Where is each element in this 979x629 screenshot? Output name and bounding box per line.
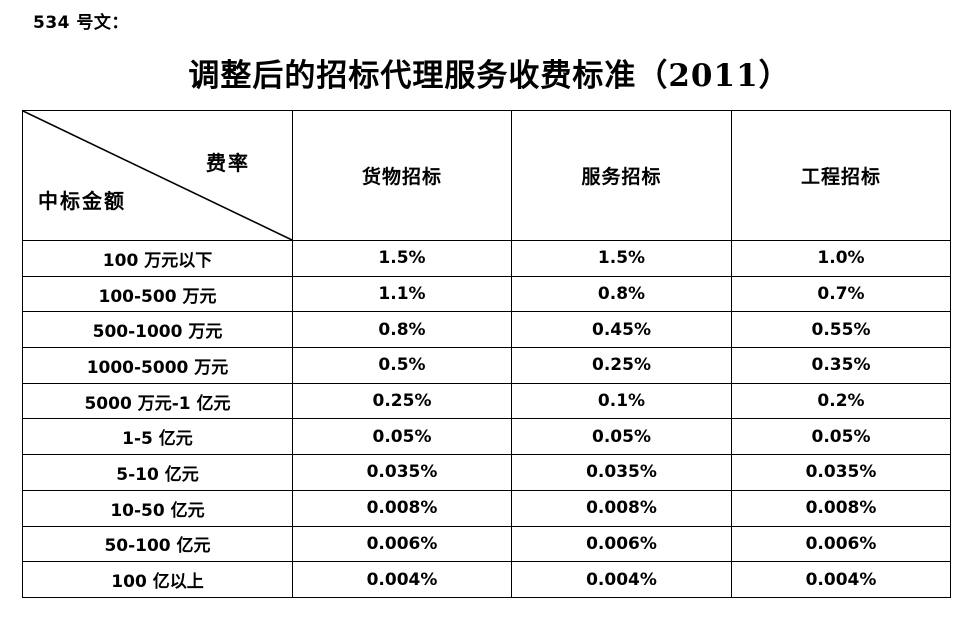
engineering-rate-cell: 0.2% [731,382,951,420]
diagonal-line [23,111,292,240]
table-row: 5-10 亿元 0.035% 0.035% 0.035% [22,454,951,491]
goods-rate-cell: 0.035% [292,454,512,491]
goods-rate-cell: 0.25% [292,382,512,420]
services-rate-cell: 0.1% [511,382,732,420]
amount-cell: 100 万元以下 [22,240,293,277]
amount-cell: 5-10 亿元 [22,454,293,491]
header-row: 费率 中标金额 货物招标 服务招标 工程招标 [22,110,951,241]
diagonal-corner-cell: 费率 中标金额 [22,110,293,241]
table-row: 1-5 亿元 0.05% 0.05% 0.05% [22,418,951,456]
table-row: 100 亿以上 0.004% 0.004% 0.004% [22,561,951,598]
goods-rate-cell: 0.5% [292,347,512,384]
column-header-engineering: 工程招标 [731,110,951,241]
table-row: 100 万元以下 1.5% 1.5% 1.0% [22,240,951,277]
page-title: 调整后的招标代理服务收费标准（2011） [188,58,791,94]
services-rate-cell: 0.008% [511,489,732,527]
goods-rate-cell: 0.05% [292,418,512,456]
fee-table-body: 100 万元以下 1.5% 1.5% 1.0% 100-500 万元 1.1% 0.8% 0.… [22,240,951,598]
document-number-label: 534 号文： [33,13,129,33]
engineering-rate-cell: 0.006% [731,525,951,563]
table-row: 5000 万元-1 亿元 0.25% 0.1% 0.2% [22,382,951,420]
fee-rate-table: 费率 中标金额 货物招标 服务招标 工程招标 100 万元以下 1.5% 1.5% 1… [22,110,951,598]
goods-rate-cell: 0.008% [292,489,512,527]
table-row: 50-100 亿元 0.006% 0.006% 0.006% [22,525,951,563]
amount-cell: 1000-5000 万元 [22,347,293,384]
engineering-rate-cell: 0.035% [731,454,951,491]
services-rate-cell: 0.004% [511,561,732,598]
services-rate-cell: 0.05% [511,418,732,456]
goods-rate-cell: 1.1% [292,275,512,313]
services-rate-cell: 1.5% [511,240,732,277]
engineering-rate-cell: 0.7% [731,275,951,313]
goods-rate-cell: 0.006% [292,525,512,563]
engineering-rate-cell: 0.008% [731,489,951,527]
services-rate-cell: 0.45% [511,311,732,349]
amount-cell: 50-100 亿元 [22,525,293,563]
table-row: 10-50 亿元 0.008% 0.008% 0.008% [22,489,951,527]
services-rate-cell: 0.25% [511,347,732,384]
corner-label-amount: 中标金额 [38,189,126,213]
services-rate-cell: 0.8% [511,275,732,313]
engineering-rate-cell: 0.35% [731,347,951,384]
services-rate-cell: 0.035% [511,454,732,491]
amount-cell: 5000 万元-1 亿元 [22,382,293,420]
table-row: 1000-5000 万元 0.5% 0.25% 0.35% [22,347,951,384]
column-header-goods: 货物招标 [292,110,512,241]
engineering-rate-cell: 0.004% [731,561,951,598]
goods-rate-cell: 1.5% [292,240,512,277]
amount-cell: 1-5 亿元 [22,418,293,456]
amount-cell: 10-50 亿元 [22,489,293,527]
goods-rate-cell: 0.8% [292,311,512,349]
amount-cell: 500-1000 万元 [22,311,293,349]
engineering-rate-cell: 0.05% [731,418,951,456]
amount-cell: 100 亿以上 [22,561,293,598]
engineering-rate-cell: 0.55% [731,311,951,349]
services-rate-cell: 0.006% [511,525,732,563]
corner-label-rate: 费率 [206,151,250,175]
table-row: 100-500 万元 1.1% 0.8% 0.7% [22,275,951,313]
table-row: 500-1000 万元 0.8% 0.45% 0.55% [22,311,951,349]
goods-rate-cell: 0.004% [292,561,512,598]
amount-cell: 100-500 万元 [22,275,293,313]
engineering-rate-cell: 1.0% [731,240,951,277]
table-header: 费率 中标金额 货物招标 服务招标 工程招标 [22,110,951,241]
column-header-services: 服务招标 [511,110,732,241]
